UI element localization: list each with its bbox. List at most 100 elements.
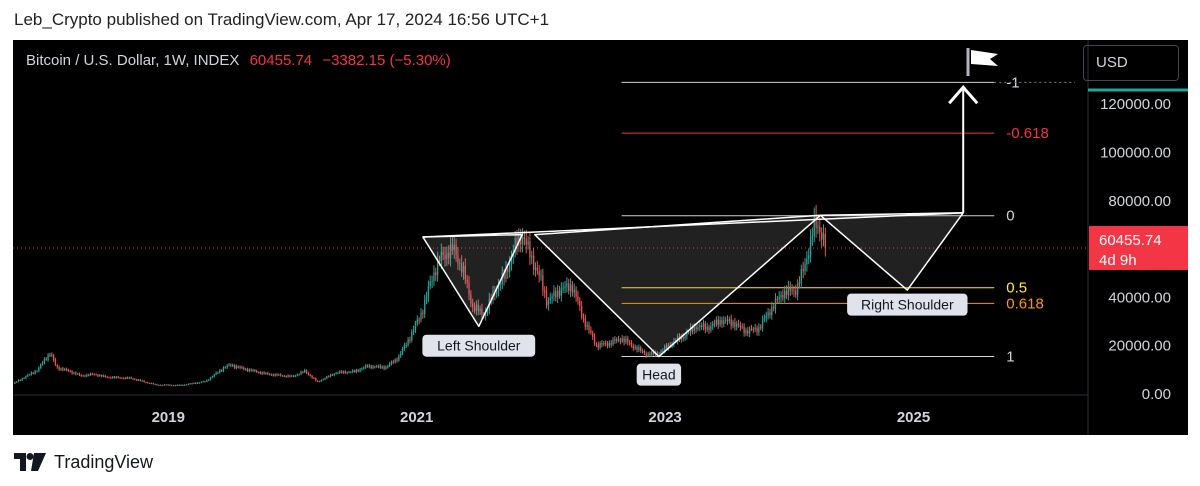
candle-body [230, 364, 232, 366]
candle-body [438, 259, 441, 262]
candle-body [756, 327, 758, 333]
candle-body [545, 292, 548, 306]
candle-body [285, 375, 287, 377]
candle-body [416, 319, 418, 324]
candle-body [592, 332, 594, 337]
candle-body [630, 342, 633, 346]
candle-body [392, 361, 394, 363]
candle-body [708, 326, 710, 331]
candle-body [697, 327, 699, 330]
footer: TradingView [14, 450, 153, 474]
candle-body [499, 284, 502, 286]
symbol-label: Bitcoin / U.S. Dollar, 1W, INDEX [26, 52, 240, 69]
candle-body [516, 238, 518, 246]
candle-body [573, 289, 575, 293]
candle-body [47, 355, 49, 360]
candle-body [281, 375, 284, 377]
candle-body [311, 375, 313, 378]
candle-body [433, 272, 435, 281]
candle-body [468, 282, 470, 295]
candle-body [582, 316, 585, 319]
chart-legend: Bitcoin / U.S. Dollar, 1W, INDEX 60455.7… [26, 52, 451, 69]
candle-body [124, 377, 127, 379]
candle-body [747, 330, 749, 334]
target-arrow-head [948, 84, 979, 105]
candle-body [603, 343, 605, 345]
candle-body [145, 382, 147, 384]
candle-body [128, 377, 130, 379]
candle-body [189, 383, 191, 385]
candle-body [16, 381, 18, 383]
candle-body [721, 320, 723, 324]
candle-body [462, 265, 465, 273]
candle-body [791, 289, 793, 291]
candle-body [774, 298, 777, 309]
candle-body [449, 244, 452, 259]
candle-body [93, 374, 95, 376]
candle-body [339, 371, 341, 373]
candle-body [256, 370, 258, 373]
candle-body [610, 342, 612, 345]
candle-body [475, 304, 478, 311]
candle-body [202, 381, 204, 383]
candle-body [569, 284, 572, 291]
candle-body [540, 275, 542, 277]
candle-body [534, 267, 537, 270]
candle-body [274, 374, 276, 376]
candle-body [106, 376, 108, 378]
candle-body [435, 272, 437, 276]
fib-level-label: -1 [1006, 74, 1019, 91]
candle-body [154, 384, 156, 386]
candle-body [244, 369, 247, 371]
candle-body [556, 290, 559, 298]
candle-body [520, 236, 522, 245]
candle-body [769, 312, 771, 316]
candle-body [67, 369, 70, 371]
flag-icon [971, 50, 998, 66]
candle-body [780, 294, 782, 297]
candle-body [612, 339, 614, 345]
last-price-value: 60455.74 [249, 52, 313, 69]
y-tick-label: 40000.00 [1108, 289, 1171, 306]
x-tick-label: 2019 [152, 409, 185, 426]
pattern-label-text: Right Shoulder [861, 297, 954, 313]
candle-body [89, 373, 92, 376]
candle-body [80, 374, 82, 376]
candle-body [588, 324, 590, 331]
candle-body [302, 371, 304, 373]
candle-body [577, 296, 579, 301]
candle-body [134, 378, 136, 380]
candle-body [364, 365, 367, 368]
candle-body [381, 366, 383, 368]
currency-button[interactable]: USD [1083, 45, 1179, 81]
candle-body [717, 319, 719, 325]
candle-body [130, 377, 132, 379]
current-price-countdown: 4d 9h [1099, 252, 1137, 269]
chart-frame[interactable]: 0.00 20000.00 40000.00 80000.00 100000.00 120… [13, 40, 1188, 435]
candle-body [222, 367, 225, 371]
candle-body [58, 367, 60, 370]
candle-body [376, 366, 378, 368]
candle-body [627, 338, 629, 343]
fib-level-label: 1 [1006, 349, 1014, 366]
candle-body [451, 244, 454, 251]
candle-body [566, 283, 568, 287]
candle-body [405, 344, 407, 346]
candle-body [257, 372, 260, 374]
x-tick-label: 2023 [648, 409, 681, 426]
candle-body [348, 372, 350, 374]
candles-group [14, 204, 826, 387]
price-chart[interactable]: 0.0020000.0040000.0080000.00100000.00120… [13, 40, 1188, 435]
candle-body [640, 347, 642, 352]
candle-body [62, 368, 64, 370]
candle-body [147, 382, 149, 384]
y-tick-label: 120000.00 [1100, 96, 1171, 113]
candle-body [217, 372, 219, 374]
candle-body [344, 371, 346, 374]
candle-body [584, 318, 586, 327]
candle-body [60, 368, 62, 370]
candle-body [686, 332, 688, 337]
candle-body [104, 375, 106, 377]
candle-body [34, 371, 36, 374]
candle-body [623, 338, 625, 343]
